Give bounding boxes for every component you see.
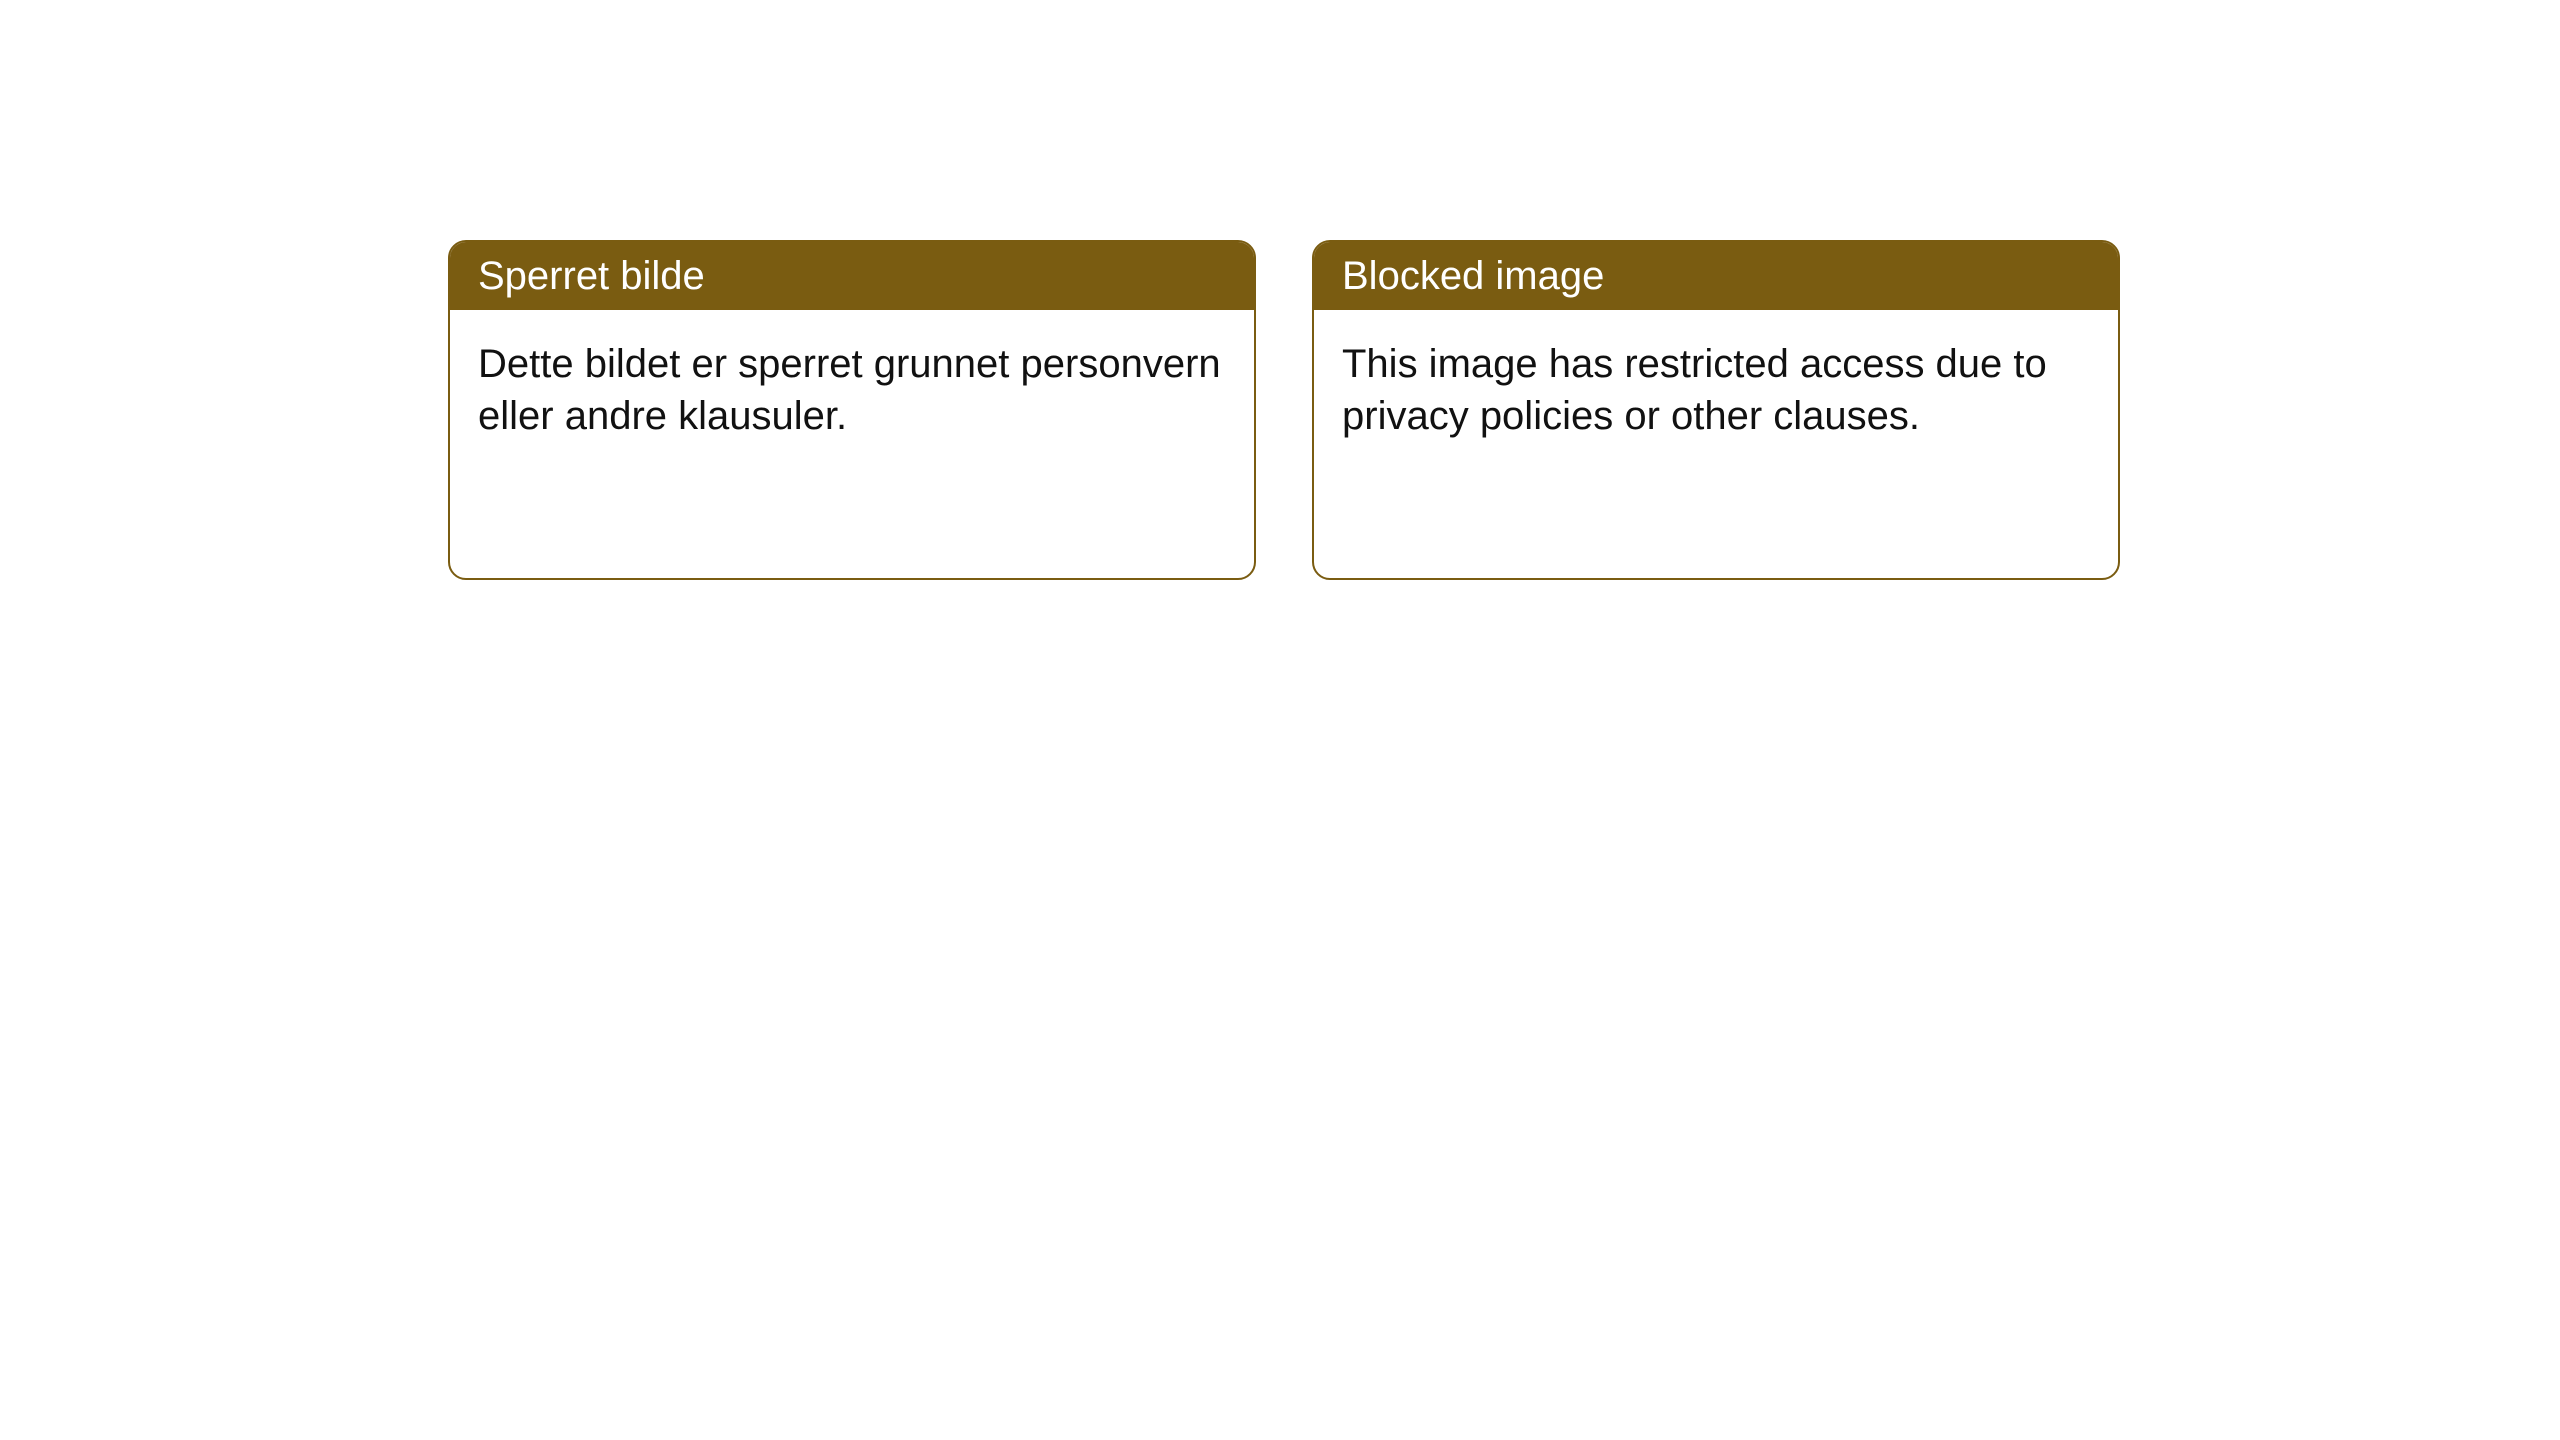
blocked-image-card-english: Blocked image This image has restricted …: [1312, 240, 2120, 580]
cards-container: Sperret bilde Dette bildet er sperret gr…: [0, 0, 2560, 580]
blocked-image-card-norwegian: Sperret bilde Dette bildet er sperret gr…: [448, 240, 1256, 580]
card-body: Dette bildet er sperret grunnet personve…: [450, 310, 1254, 470]
card-header: Sperret bilde: [450, 242, 1254, 310]
card-body: This image has restricted access due to …: [1314, 310, 2118, 470]
card-header: Blocked image: [1314, 242, 2118, 310]
